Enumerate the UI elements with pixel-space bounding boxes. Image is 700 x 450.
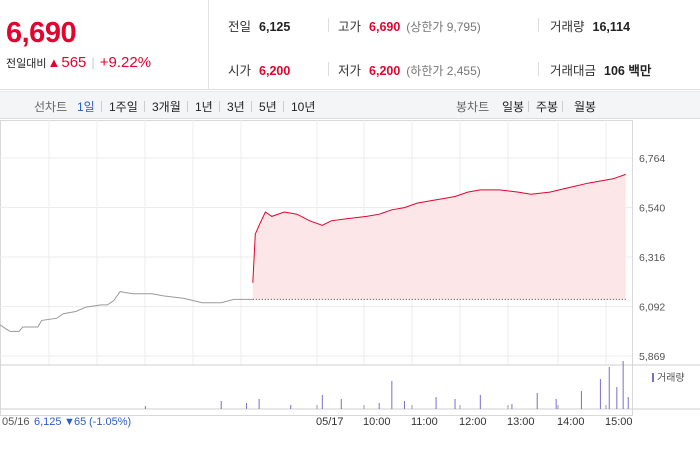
time-label: 11:00 bbox=[411, 416, 438, 428]
high-label: 고가 bbox=[338, 20, 362, 34]
divider bbox=[538, 62, 539, 76]
tab-divider bbox=[187, 101, 188, 112]
quote-header: 6,690 전일대비 ▲ 565 | +9.22% 전일 6,125 고가 6,… bbox=[0, 0, 700, 90]
line-chart-title: 선차트 bbox=[34, 100, 68, 114]
tab-5y[interactable]: 5년 bbox=[259, 100, 277, 114]
price-fill-area bbox=[252, 174, 626, 300]
low-label: 저가 bbox=[338, 64, 362, 78]
tab-divider bbox=[144, 101, 145, 112]
down-triangle-icon: ▼ bbox=[64, 416, 75, 428]
divider bbox=[328, 18, 329, 32]
tab-divider bbox=[562, 101, 563, 112]
low-info: 저가 6,200 (하한가 2,455) bbox=[338, 60, 481, 79]
volume-value: 16,114 bbox=[592, 20, 631, 34]
prev-day-footer: 05/16 6,125 ▼ 65 (-1.05%) bbox=[2, 416, 131, 428]
upper-limit: (상한가 9,795) bbox=[406, 20, 481, 34]
volume-legend-label: 거래량 bbox=[657, 372, 685, 384]
time-label: 05/17 bbox=[316, 416, 344, 428]
intraday-chart[interactable]: 6,764 6,540 6,316 6,092 5,869 거래량 05/17 10:00… bbox=[0, 120, 700, 450]
tab-divider bbox=[219, 101, 220, 112]
tab-weekly[interactable]: 주봉 bbox=[536, 100, 559, 114]
prev-close-value: 6,125 bbox=[259, 20, 291, 34]
amount-label: 거래대금 bbox=[550, 64, 597, 78]
tab-divider bbox=[283, 101, 284, 112]
tab-monthly[interactable]: 월봉 bbox=[574, 100, 597, 114]
prev-day-label: 05/16 bbox=[2, 416, 30, 428]
change-divider: | bbox=[91, 55, 95, 70]
tab-daily[interactable]: 일봉 bbox=[502, 100, 525, 114]
tab-1y[interactable]: 1년 bbox=[195, 100, 213, 114]
high-value: 6,690 bbox=[369, 20, 401, 34]
open-value: 6,200 bbox=[259, 64, 291, 78]
tab-divider bbox=[251, 101, 252, 112]
prev-day-line bbox=[0, 291, 253, 332]
change-row: 전일대비 ▲ 565 | +9.22% bbox=[6, 54, 151, 71]
low-value: 6,200 bbox=[369, 64, 401, 78]
volume-label: 거래량 bbox=[550, 20, 585, 34]
prev-day-change: 65 bbox=[74, 416, 86, 428]
tab-10y[interactable]: 10년 bbox=[291, 100, 316, 114]
open-label: 시가 bbox=[228, 64, 252, 78]
prev-day-rate: (-1.05%) bbox=[89, 416, 131, 428]
tab-3m[interactable]: 3개월 bbox=[152, 100, 181, 114]
volume-info: 거래량 16,114 bbox=[550, 16, 630, 35]
today-price-line bbox=[252, 173, 626, 283]
divider bbox=[328, 62, 329, 76]
volume-legend: 거래량 bbox=[652, 372, 685, 384]
time-label: 13:00 bbox=[507, 416, 535, 428]
tab-1d[interactable]: 1일 bbox=[77, 100, 95, 114]
tab-1w[interactable]: 1주일 bbox=[109, 100, 138, 114]
divider bbox=[538, 18, 539, 32]
volume-legend-swatch bbox=[652, 373, 654, 382]
tab-3y[interactable]: 3년 bbox=[227, 100, 245, 114]
change-label: 전일대비 bbox=[6, 57, 47, 70]
prev-close-info: 전일 6,125 bbox=[228, 16, 290, 35]
up-triangle-icon: ▲ bbox=[47, 55, 61, 70]
time-label: 10:00 bbox=[363, 416, 391, 428]
y-tick-label: 6,540 bbox=[639, 203, 665, 215]
price-box: 6,690 전일대비 ▲ 565 | +9.22% bbox=[0, 0, 209, 90]
change-rate: +9.22% bbox=[99, 54, 152, 71]
time-label: 12:00 bbox=[459, 416, 487, 428]
time-label: 14:00 bbox=[557, 416, 585, 428]
current-price: 6,690 bbox=[6, 17, 77, 49]
time-axis: 05/17 10:00 11:00 12:00 13:00 14:00 15:00 bbox=[316, 405, 633, 428]
time-label: 15:00 bbox=[605, 416, 633, 428]
chart-tab-bar: 선차트 1일 1주일 3개월 1년 3년 5년 10년 봉차트 일봉 주봉 월봉 bbox=[0, 91, 700, 119]
y-tick-label: 6,092 bbox=[639, 302, 665, 314]
high-info: 고가 6,690 (상한가 9,795) bbox=[338, 16, 481, 35]
volume-bars bbox=[144, 361, 629, 409]
open-info: 시가 6,200 bbox=[228, 60, 290, 79]
tab-divider bbox=[101, 101, 102, 112]
y-tick-label: 6,316 bbox=[639, 252, 665, 264]
candle-chart-title: 봉차트 bbox=[456, 100, 490, 114]
amount-value: 106 백만 bbox=[604, 64, 652, 78]
change-value: 565 bbox=[61, 54, 87, 71]
tab-divider bbox=[528, 101, 529, 112]
y-axis-ticks: 6,764 6,540 6,316 6,092 5,869 bbox=[639, 153, 665, 363]
y-tick-label: 6,764 bbox=[639, 153, 665, 165]
prev-day-close: 6,125 bbox=[34, 416, 62, 428]
prev-close-label: 전일 bbox=[228, 20, 252, 34]
amount-info: 거래대금 106 백만 bbox=[550, 60, 651, 79]
y-tick-label: 5,869 bbox=[639, 351, 665, 363]
lower-limit: (하한가 2,455) bbox=[406, 64, 481, 78]
